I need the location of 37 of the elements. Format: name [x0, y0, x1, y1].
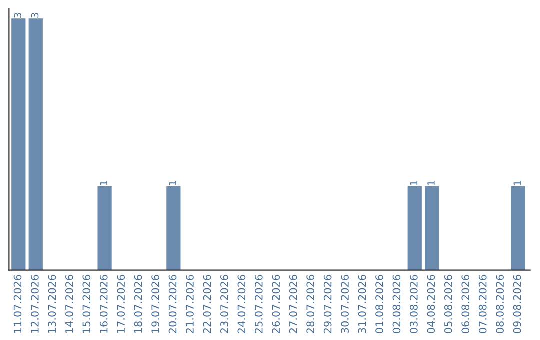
x-tick-label: 23.07.2026 — [220, 275, 228, 334]
data-label: 1 — [410, 181, 418, 186]
x-tick-label: 28.07.2026 — [306, 275, 315, 334]
x-tick-label: 18.07.2026 — [134, 275, 142, 333]
x-tick-label: 14.07.2026 — [65, 275, 74, 333]
x-tick-label: 11.07.2026 — [14, 275, 22, 333]
x-tick-label: 16.07.2026 — [100, 275, 108, 333]
x-tick-label: 24.07.2026 — [238, 275, 246, 334]
x-tick-label: 22.07.2026 — [203, 275, 212, 334]
data-label: 3 — [14, 13, 22, 18]
data-label: 1 — [428, 181, 435, 186]
x-tick-label: 19.07.2026 — [152, 275, 160, 333]
x-tick-label: 06.08.2026 — [462, 275, 470, 334]
data-label: 1 — [100, 181, 108, 186]
x-tick-label: 27.07.2026 — [289, 275, 298, 334]
x-tick-label: 17.07.2026 — [117, 275, 126, 333]
x-tick-label: 29.07.2026 — [324, 275, 332, 334]
data-label: 1 — [169, 181, 176, 186]
x-tick-label: 20.07.2026 — [168, 275, 177, 334]
x-tick-label: 05.08.2026 — [444, 275, 452, 334]
x-tick-label: 12.07.2026 — [31, 275, 39, 333]
x-tick-label: 02.08.2026 — [392, 275, 401, 334]
x-tick-label: 09.08.2026 — [513, 275, 522, 334]
x-tick-label: 08.08.2026 — [496, 275, 504, 334]
x-tick-label: 31.07.2026 — [358, 275, 366, 334]
x-tick-label: 03.08.2026 — [410, 275, 418, 334]
data-label: 3 — [31, 13, 39, 18]
x-tick-label: 07.08.2026 — [478, 275, 487, 334]
x-tick-label: 04.08.2026 — [427, 275, 436, 334]
x-tick-label: 30.07.2026 — [341, 275, 349, 334]
x-tick-label: 25.07.2026 — [254, 275, 263, 334]
x-tick-label: 13.07.2026 — [48, 275, 56, 333]
x-tick-label: 26.07.2026 — [272, 275, 280, 334]
x-tick-label: 15.07.2026 — [82, 275, 91, 333]
x-tick-label: 01.08.2026 — [376, 275, 384, 334]
x-tick-label: 21.07.2026 — [186, 275, 194, 334]
data-label: 1 — [514, 181, 521, 186]
